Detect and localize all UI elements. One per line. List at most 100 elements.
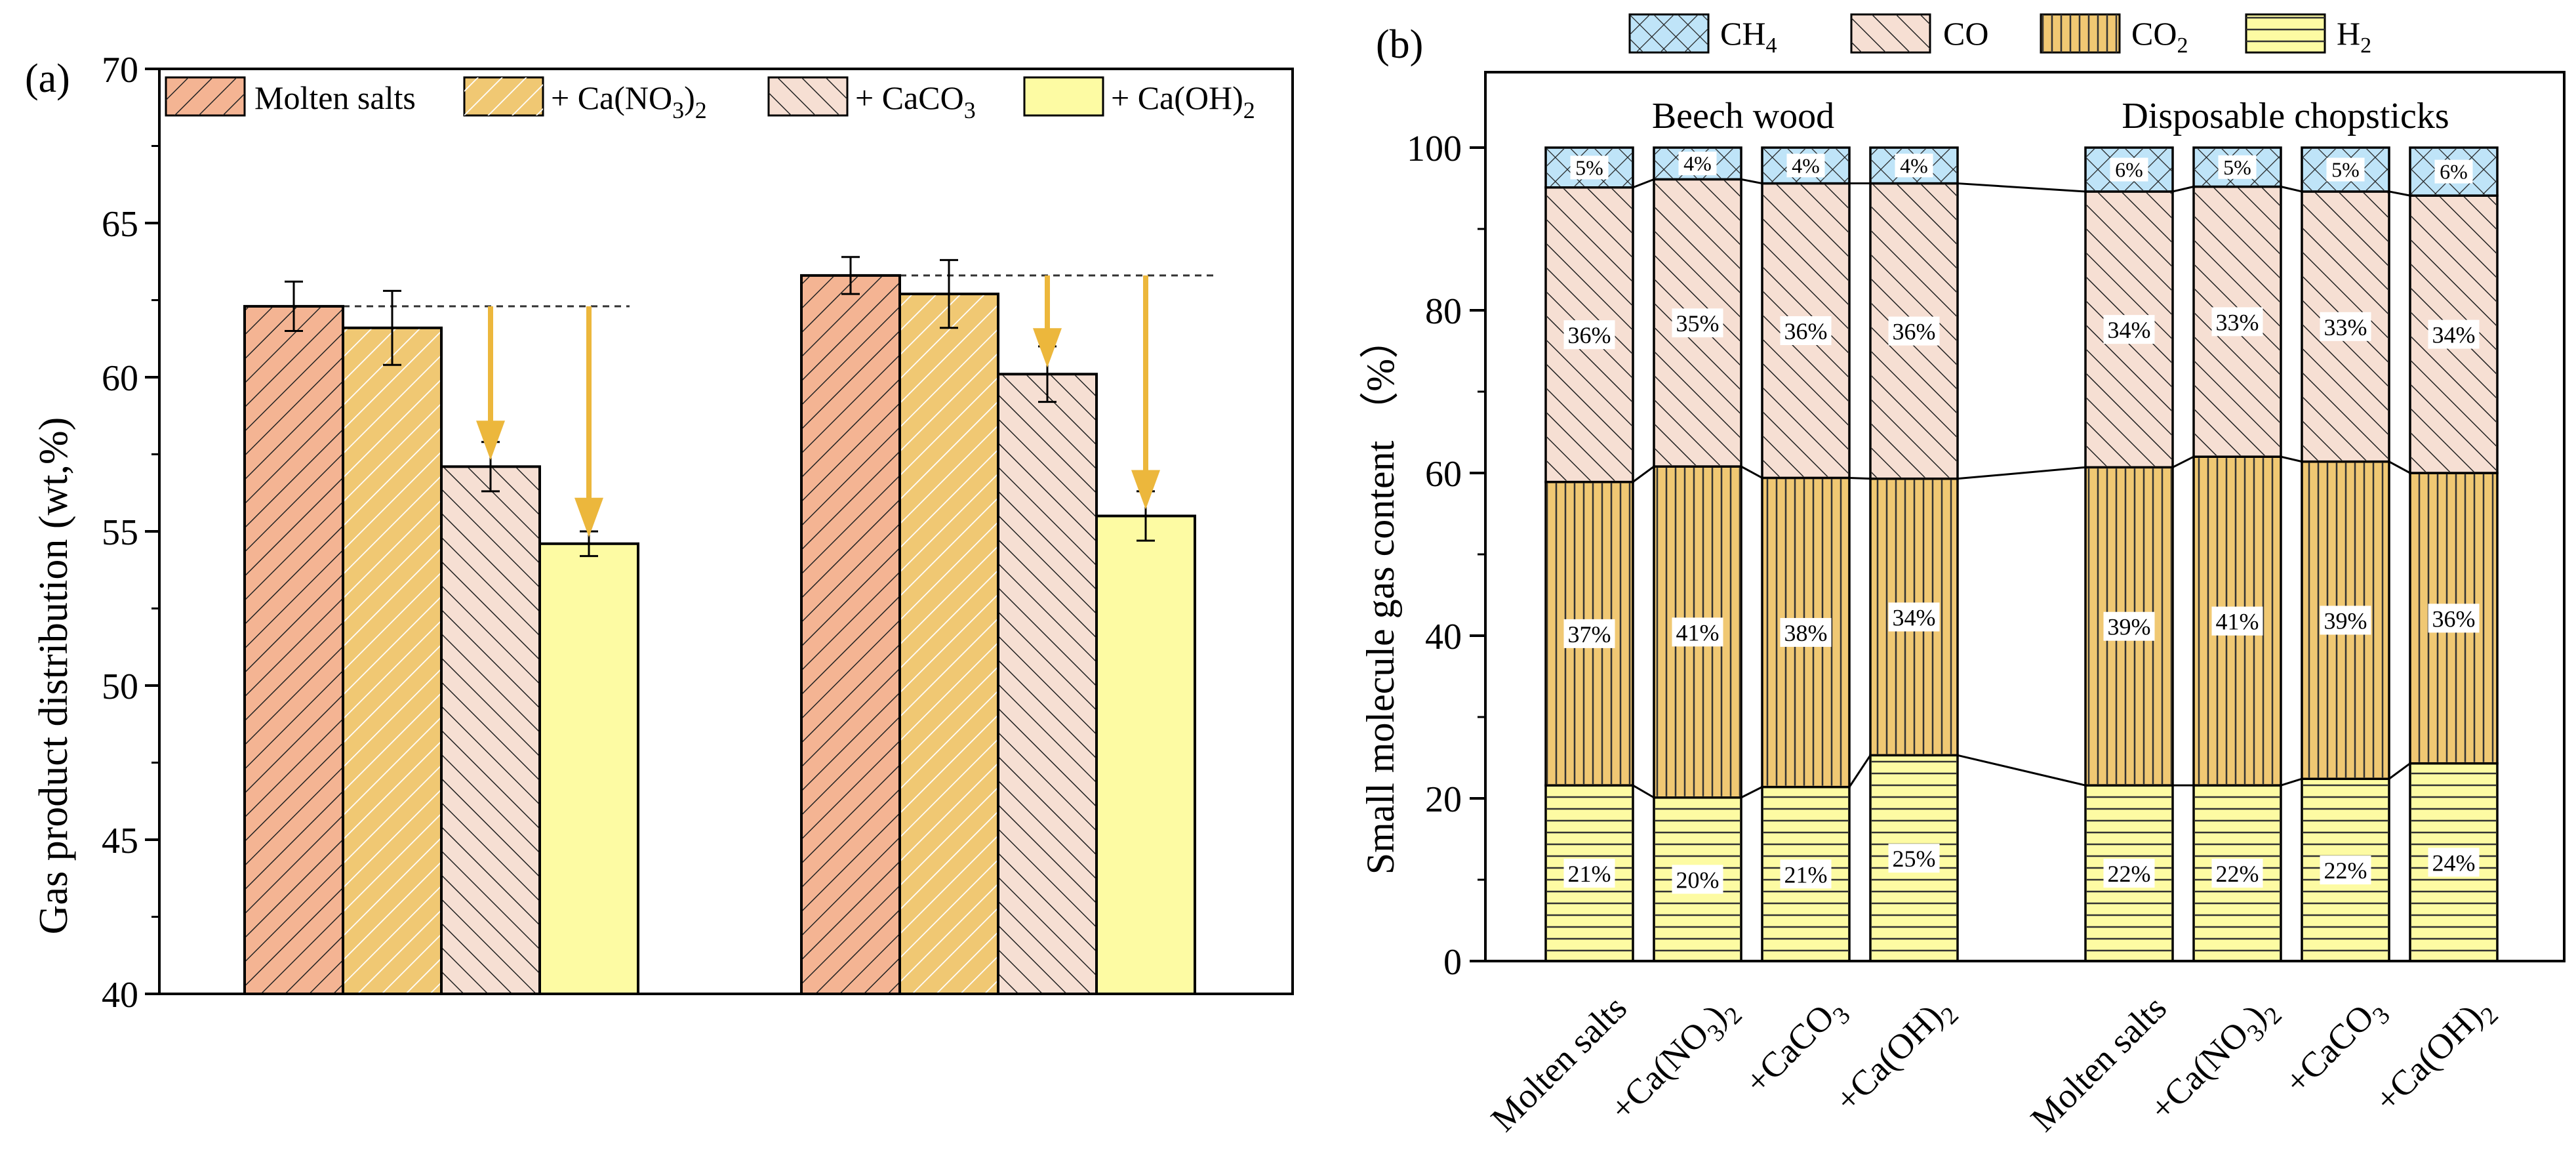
connector-6-7-level-2 <box>2280 455 2303 463</box>
legend-b-ch4: CH4 <box>1628 13 1777 58</box>
panel-a-reference-lines <box>343 274 1217 308</box>
connector-4-5-level-2 <box>1957 466 2086 480</box>
legend-a-ca-oh-2: + Ca(OH)2 <box>1023 76 1255 123</box>
pct-label-bg-co-4 <box>1888 316 1940 346</box>
pct-label-ch4-3: 4% <box>1792 154 1820 177</box>
bar-molten-salts-disposable-chopsticks-hatch <box>803 276 898 993</box>
panel-a-label: (a) <box>25 56 70 101</box>
legend-a-ca-no3-2: + Ca(NO3)2 <box>463 76 707 123</box>
legend-b-h2: H2 <box>2245 13 2371 58</box>
b-y-tick-label-0: 0 <box>1443 942 1462 983</box>
pct-label-ch4-8: 6% <box>2440 160 2468 184</box>
pct-label-ch4-4: 4% <box>1900 154 1928 177</box>
panel-b-label: (b) <box>1376 22 1423 67</box>
bar-ca-no3-2-beech-wood-hatch <box>344 329 440 993</box>
pct-label-bg-co2-1 <box>1563 619 1615 648</box>
x-tick-label-text-4: +Ca(OH)2 <box>1828 988 1964 1124</box>
connector-2-3-level-1 <box>1741 786 1763 799</box>
bar-caco3-beech-wood-hatch <box>443 468 538 993</box>
panel-b-connector-lines <box>1632 178 2411 799</box>
down-arrow-ca-oh-2-disposable-chopsticks-head <box>1131 470 1160 510</box>
pct-label-bg-co-1 <box>1563 320 1615 350</box>
pct-label-bg-co-5 <box>2103 315 2155 344</box>
connector-5-6-level-2 <box>2172 455 2194 468</box>
panel-a-bars <box>243 274 1196 996</box>
pct-label-co-7: 33% <box>2324 314 2367 340</box>
x-tick-label-text-8: +Ca(OH)2 <box>2367 988 2504 1124</box>
pct-label-co-5: 34% <box>2108 317 2151 343</box>
x-tick-label-8: +Ca(OH)2 <box>2367 988 2504 1124</box>
y-tick-label-65: 65 <box>102 204 138 245</box>
y-tick-label-60: 60 <box>102 358 138 399</box>
b-y-tick-label-100: 100 <box>1407 129 1462 169</box>
pct-label-co2-2: 41% <box>1676 619 1720 646</box>
x-tick-label-1: Molten salts <box>1483 988 1634 1139</box>
panel-b-y-ticks: 0 20 40 60 80 100 <box>1407 129 1485 983</box>
pct-label-bg-co2-4 <box>1888 602 1940 632</box>
legend-a-ca-no3-2-label: + Ca(NO3)2 <box>551 79 707 123</box>
pct-label-bg-h2-5 <box>2103 859 2155 888</box>
connector-2-3-level-2 <box>1741 465 1763 479</box>
pct-label-bg-h2-7 <box>2320 855 2371 885</box>
down-arrow-caco3-disposable-chopsticks-head <box>1033 328 1062 368</box>
down-arrow-ca-oh-2-beech-wood-head <box>574 497 603 537</box>
pct-label-bg-co2-5 <box>2103 611 2155 641</box>
panel-b-y-axis-title: Small molecule gas content （%） <box>1359 319 1402 874</box>
b-y-tick-label-20: 20 <box>1425 779 1462 820</box>
b-y-tick-label-40: 40 <box>1425 617 1462 657</box>
y-tick-label-40: 40 <box>102 975 138 1016</box>
pct-label-bg-ch4-5 <box>2110 157 2148 182</box>
pct-label-h2-6: 22% <box>2216 861 2259 887</box>
pct-label-co2-5: 39% <box>2108 614 2151 640</box>
pct-label-bg-h2-8 <box>2428 848 2480 877</box>
legend-a-ca-oh-2-label: + Ca(OH)2 <box>1111 79 1255 123</box>
panel-a-y-ticks: 40 45 50 55 60 65 70 <box>102 50 159 1016</box>
b-y-tick-label-60: 60 <box>1425 454 1462 495</box>
panel-b-x-tick-labels: Molten salts+Ca(NO3)2+CaCO3+Ca(OH)2 Molte… <box>1483 988 2504 1139</box>
pct-label-bg-ch4-8 <box>2434 159 2473 184</box>
legend-b-co2-label: CO2 <box>2131 15 2188 58</box>
pct-label-h2-5: 22% <box>2108 861 2151 887</box>
connector-2-3-level-3 <box>1741 178 1763 185</box>
connector-4-5-level-1 <box>1957 754 2086 787</box>
pct-label-bg-ch4-2 <box>1678 152 1717 176</box>
panel-a-legend: Molten salts + Ca(NO3)2 + CaCO3 + Ca(OH)… <box>165 76 1255 123</box>
x-tick-label-text-1: Molten salts <box>1483 988 1634 1139</box>
panel-a: (a) Gas product distribution (wt,%) 40 45… <box>25 50 1294 1016</box>
y-tick-label-50: 50 <box>102 667 138 707</box>
pct-label-h2-7: 22% <box>2324 857 2367 884</box>
pct-label-co-4: 36% <box>1893 319 1936 345</box>
pct-label-bg-h2-4 <box>1888 844 1940 873</box>
pct-label-co-6: 33% <box>2216 309 2259 335</box>
pct-label-h2-2: 20% <box>1676 867 1720 893</box>
panel-b: (b) Small molecule gas content （%） CH4 C… <box>1359 13 2566 1139</box>
pct-label-bg-h2-2 <box>1672 865 1723 894</box>
panel-b-legend: CH4 CO CO2 H2 <box>1628 13 2371 58</box>
legend-b-h2-label: H2 <box>2337 15 2371 58</box>
bar-caco3-disposable-chopsticks-hatch <box>999 375 1095 993</box>
b-y-tick-label-80: 80 <box>1425 291 1462 332</box>
pct-label-bg-h2-3 <box>1780 859 1832 889</box>
pct-label-co-1: 36% <box>1568 322 1611 348</box>
pct-label-bg-ch4-6 <box>2218 155 2257 179</box>
x-tick-label-4: +Ca(OH)2 <box>1828 988 1964 1124</box>
pct-label-bg-co-3 <box>1780 316 1832 345</box>
legend-b-co2: CO2 <box>2040 13 2188 58</box>
panel-b-stacked-bars <box>1544 146 2499 962</box>
bar-ca-oh-2-beech-wood <box>538 542 639 995</box>
panel-b-plot-frame <box>1484 71 2566 962</box>
pct-label-bg-co2-8 <box>2428 604 2480 633</box>
pct-label-co2-3: 38% <box>1784 620 1828 646</box>
connector-7-8-level-1 <box>2388 762 2411 780</box>
legend-a-caco3-label: + CaCO3 <box>855 79 976 123</box>
pct-label-ch4-2: 4% <box>1683 152 1712 175</box>
x-tick-label-text-5: Molten salts <box>2023 988 2174 1139</box>
pct-label-co2-6: 41% <box>2216 609 2259 635</box>
pct-label-bg-co2-7 <box>2320 606 2371 635</box>
y-tick-label-45: 45 <box>102 821 138 861</box>
legend-a-caco3: + CaCO3 <box>767 76 976 123</box>
pct-label-bg-co2-2 <box>1672 617 1723 647</box>
legend-a-molten-salts: Molten salts <box>165 76 416 117</box>
connector-1-2-level-1 <box>1632 784 1655 799</box>
pct-label-bg-co-8 <box>2428 319 2480 349</box>
